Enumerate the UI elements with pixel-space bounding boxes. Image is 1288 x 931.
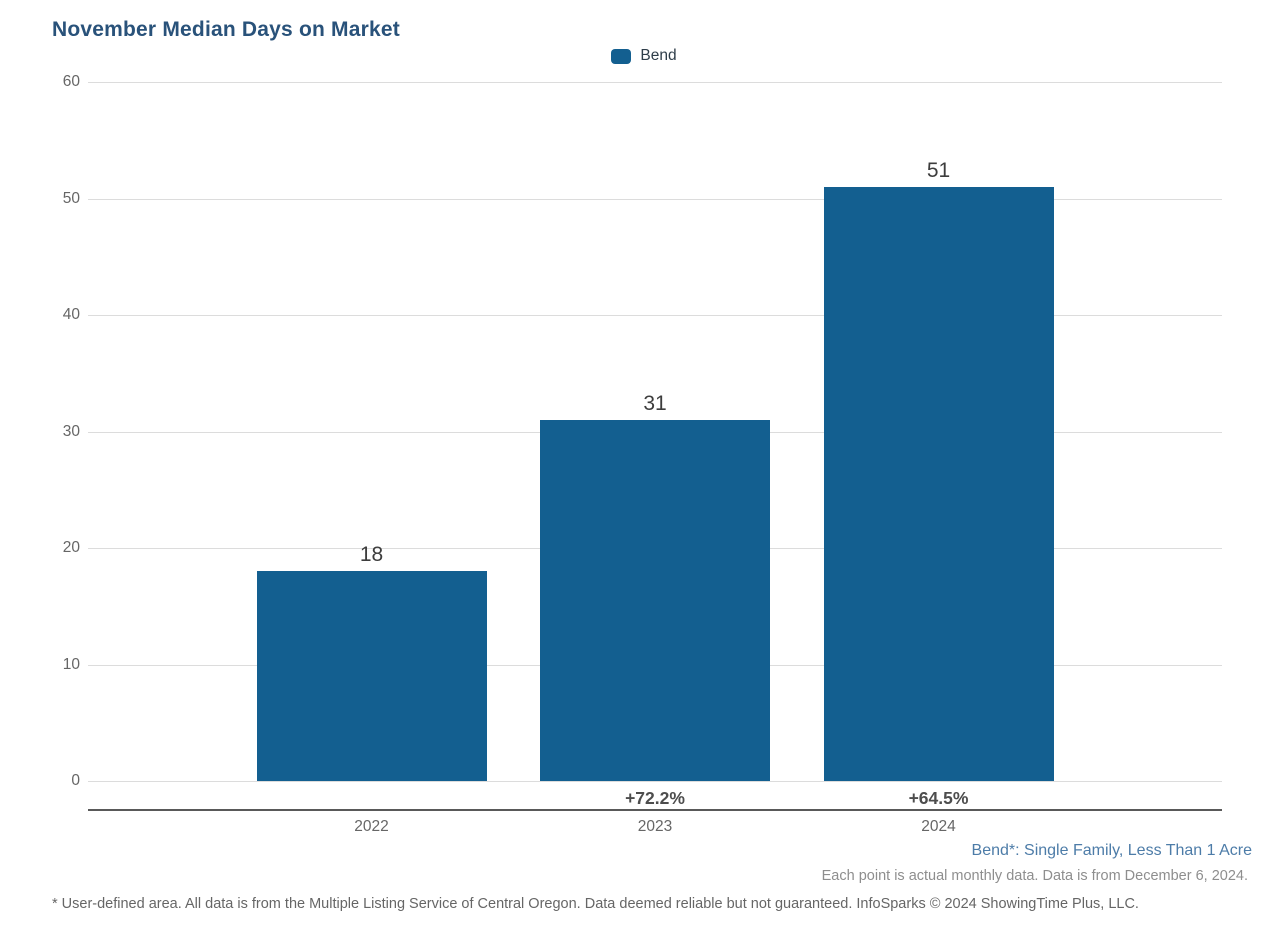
y-tick-label-10: 10 [62, 655, 80, 673]
y-tick-label-20: 20 [62, 539, 80, 556]
gridline-60 [88, 82, 1222, 83]
pct-change-label-2024: +64.5% [908, 788, 969, 808]
x-tick-label-2023: 2023 [637, 818, 673, 835]
y-tick-label-0: 0 [71, 772, 80, 789]
bar-2024[interactable] [823, 186, 1054, 781]
bar-value-label-2023: 31 [643, 391, 667, 415]
bar-value-label-2024: 51 [926, 158, 951, 182]
gridline-40 [88, 315, 1222, 316]
bar-2022[interactable] [256, 571, 487, 781]
y-tick-label-30: 30 [62, 422, 80, 440]
bar-value-label-2022: 18 [359, 543, 384, 567]
legend-label-bend: Bend [640, 47, 677, 64]
data-date-note: Each point is actual monthly data. Data … [821, 868, 1248, 884]
disclaimer-footnote: * User-defined area. All data is from th… [52, 896, 1139, 912]
gridline-50 [88, 198, 1222, 200]
y-tick-label-60: 60 [62, 73, 80, 90]
pct-change-label-2023: +72.2% [625, 788, 685, 808]
bar-2023[interactable] [540, 419, 770, 781]
legend-swatch-bend [611, 48, 632, 64]
legend: Bend [0, 47, 1288, 65]
x-tick-label-2024: 2024 [921, 818, 956, 835]
gridline-0 [88, 781, 1222, 782]
chart-title: November Median Days on Market [52, 18, 400, 41]
plot-area: 0 10 20 30 40 50 60 18 2022 31 +72.2% 2023 51 +64.5% 2… [63, 73, 1222, 835]
y-tick-label-50: 50 [62, 189, 80, 207]
x-tick-label-2022: 2022 [354, 818, 389, 835]
x-axis-line [88, 809, 1222, 811]
series-definition-note: Bend*: Single Family, Less Than 1 Acre [971, 842, 1252, 859]
y-tick-label-40: 40 [62, 306, 80, 323]
